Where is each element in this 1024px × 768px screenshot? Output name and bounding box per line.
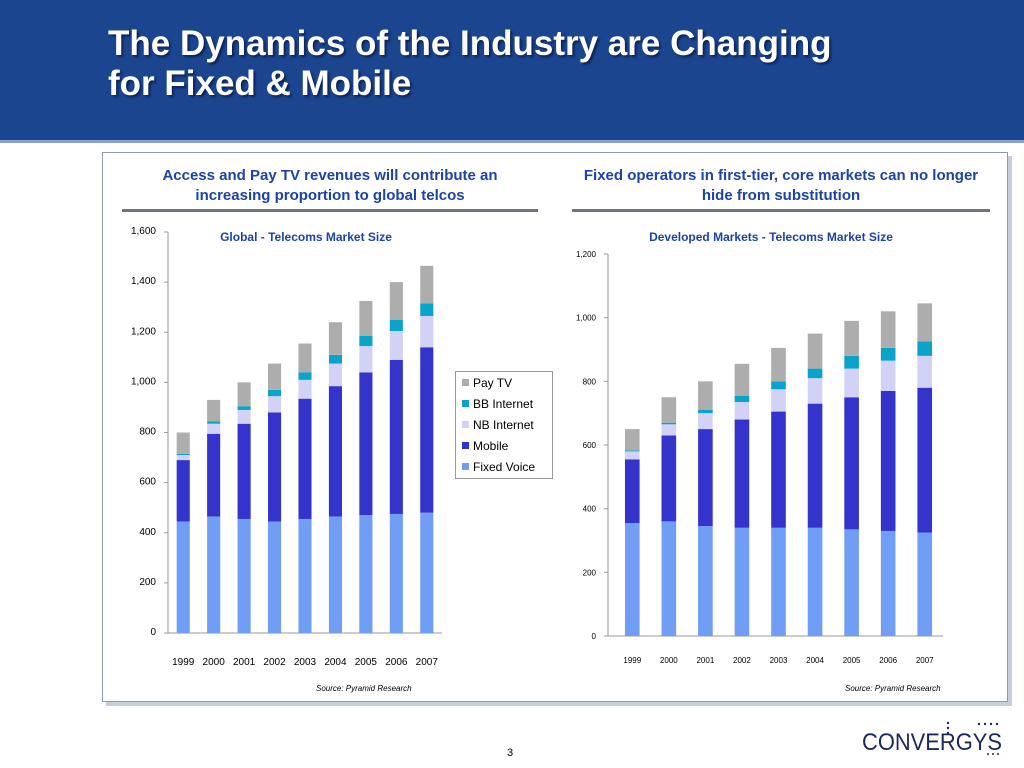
convergys-logo: CONVERGYS [862,721,1002,756]
legend-swatch-nb-internet [462,421,469,428]
left-chart-title: Global - Telecoms Market Size [220,230,392,244]
legend-swatch-mobile [462,442,469,449]
legend-item-nb-internet: NB Internet [462,418,534,432]
legend-item-pay-tv: Pay TV [462,376,512,390]
legend-item-fixed-voice: Fixed Voice [462,460,535,474]
slide-title: The Dynamics of the Industry are Changin… [108,24,832,103]
header-band [0,0,1024,142]
legend-label-nb-internet: NB Internet [473,418,534,432]
legend-label-bb-internet: BB Internet [473,397,534,411]
right-source-note: Source: Pyramid Research [845,684,941,693]
page-number: 3 [506,747,514,759]
legend-label-pay-tv: Pay TV [473,376,513,390]
legend-item-mobile: Mobile [462,439,508,453]
header-divider [0,140,1024,143]
chart-legend: Pay TV BB Internet NB Internet Mobile Fi… [455,371,553,479]
left-source-note: Source: Pyramid Research [316,684,412,693]
left-panel-heading: Access and Pay TV revenues will contribu… [162,167,498,204]
legend-label-fixed-voice: Fixed Voice [473,460,536,474]
legend-item-bb-internet: BB Internet [462,397,533,411]
legend-swatch-pay-tv [462,379,469,386]
svg-text:CONVERGYS: CONVERGYS [862,729,1002,756]
legend-label-mobile: Mobile [473,439,509,453]
right-heading-rule [572,209,990,212]
legend-swatch-bb-internet [462,400,469,407]
right-chart-title: Developed Markets - Telecoms Market Size [649,230,893,244]
legend-swatch-fixed-voice [462,463,469,470]
right-panel-heading: Fixed operators in first-tier, core mark… [583,167,979,204]
left-heading-rule [122,209,538,212]
